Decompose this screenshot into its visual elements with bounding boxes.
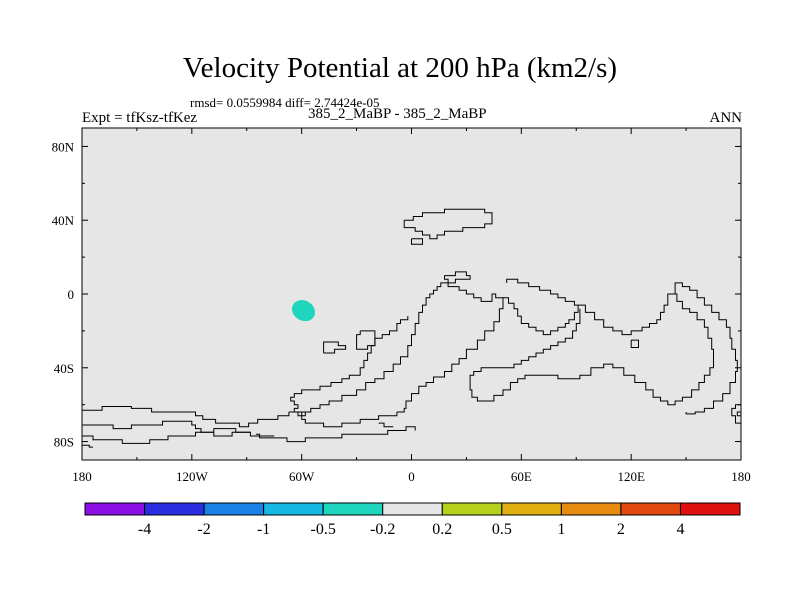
x-tick-label: 0: [408, 469, 415, 484]
y-tick-label: 40S: [54, 361, 74, 376]
coastline-1: [82, 420, 275, 437]
colorbar-box: [382, 502, 443, 516]
colorbar-label: -0.5: [311, 521, 336, 538]
colorbar-label: -1: [257, 521, 270, 538]
colorbar-label: -0.2: [370, 521, 395, 538]
coastline-3: [82, 444, 93, 448]
colorbar-box: [263, 502, 324, 516]
coastline-4: [255, 426, 416, 443]
coastline-10: [731, 404, 742, 431]
coastline-16: [356, 330, 376, 350]
x-tick-label: 180: [72, 469, 92, 484]
y-tick-label: 0: [68, 287, 75, 302]
colorbar-box: [560, 502, 622, 516]
x-tick-label: 120E: [617, 469, 645, 484]
colorbar-box: [441, 502, 503, 516]
colorbar-label: 2: [617, 521, 625, 538]
colorbar-label: 4: [676, 521, 684, 538]
coastline-18: [630, 339, 639, 348]
x-tick-label: 60E: [511, 469, 532, 484]
coastline-17: [323, 341, 347, 354]
colorbar-box: [620, 502, 681, 516]
chart-title: Velocity Potential at 200 hPa (km2/s): [182, 52, 618, 84]
coastline-8: [469, 293, 714, 406]
x-tick-label: 120W: [176, 469, 209, 484]
colorbar-box: [501, 502, 562, 516]
coastline-6: [290, 282, 504, 417]
colorbar-box: [203, 502, 265, 516]
coastline-13: [403, 208, 493, 240]
coastline-15: [444, 271, 471, 284]
coastline-7: [503, 278, 579, 336]
coastline-12: [378, 422, 394, 428]
colorbar-box: [144, 502, 205, 516]
coastline-0: [82, 406, 290, 428]
colorbar-label: 0.5: [492, 521, 512, 538]
map-field: [82, 128, 741, 460]
y-tick-label: 80N: [52, 139, 75, 154]
stats-line: rmsd= 0.0559984 diff= 2.74424e-05: [190, 95, 380, 110]
coastline-9: [667, 282, 738, 415]
colorbar-label: -4: [138, 521, 151, 538]
season-label: ANN: [709, 110, 743, 126]
x-tick-label: 180: [731, 469, 751, 484]
y-tick-label: 80S: [54, 435, 74, 450]
colorbar-box: [84, 502, 146, 516]
x-tick-label: 60W: [289, 469, 315, 484]
experiment-label: Expt = tfKsz-tfKez: [82, 110, 198, 126]
colorbar-box: [679, 502, 741, 516]
case-label: 385_2_MaBP - 385_2_MaBP: [308, 106, 487, 122]
y-tick-label: 40N: [52, 213, 75, 228]
anomaly-region: [291, 300, 316, 322]
coastline-2: [82, 428, 251, 444]
coastline-14: [411, 238, 423, 245]
coastline-5: [288, 411, 398, 428]
colorbar-box: [322, 502, 384, 516]
colorbar-label: 1: [557, 521, 565, 538]
colorbar-label: 0.2: [432, 521, 452, 538]
colorbar-label: -2: [197, 521, 210, 538]
